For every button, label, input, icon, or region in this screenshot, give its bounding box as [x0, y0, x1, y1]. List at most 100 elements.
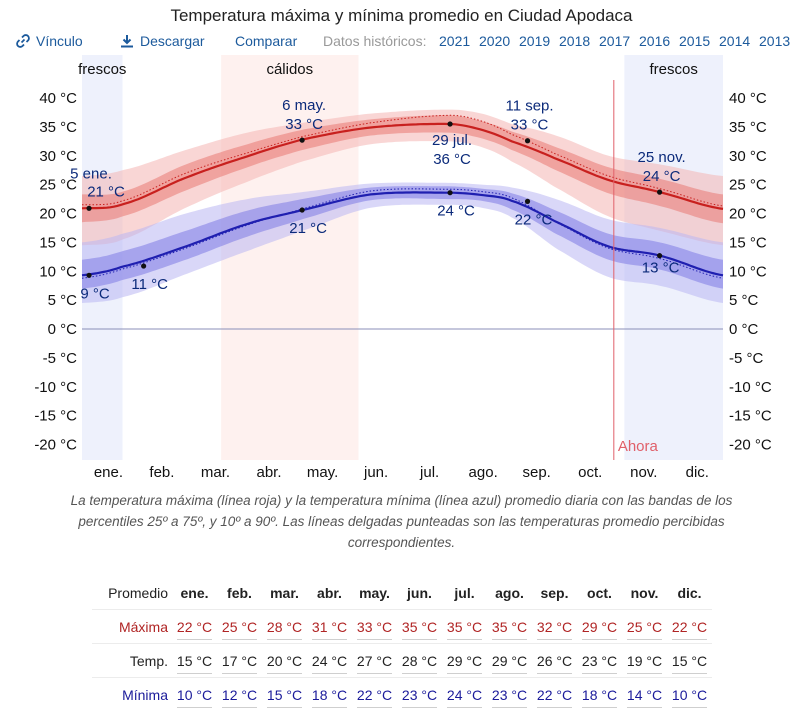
annotation-value: 36 °C [433, 151, 471, 168]
annotation-point [86, 272, 92, 278]
table-month-header: nov. [630, 584, 659, 601]
table-cell: 22 °C [667, 610, 712, 644]
y-tick-label-right: 25 °C [729, 177, 767, 194]
table-month-header: sep. [540, 584, 569, 601]
year-2020-link[interactable]: 2020 [479, 33, 511, 49]
table-cell: 15 °C [172, 644, 217, 678]
y-tick-label-left: -15 °C [34, 408, 77, 425]
link-icon [16, 34, 30, 51]
annotation-value: 33 °C [511, 117, 549, 134]
y-tick-label-left: 0 °C [48, 321, 78, 338]
table-cell: 28 °C [262, 610, 307, 644]
annotation-point [657, 189, 663, 195]
table-month-header: abr. [317, 584, 342, 601]
table-month-header: oct. [587, 584, 612, 601]
annotation-value: 11 °C [131, 276, 168, 293]
y-tick-label-left: 10 °C [39, 263, 77, 280]
table-cell: 33 °C [352, 610, 397, 644]
year-2019-link[interactable]: 2019 [519, 33, 551, 49]
table-cell: 28 °C [397, 644, 442, 678]
link-label: Vínculo [36, 33, 83, 49]
y-tick-label-right: -15 °C [729, 408, 772, 425]
table-month-header: mar. [270, 584, 299, 601]
table-row-label: Mínima [122, 686, 168, 703]
annotation-date: 11 sep. [505, 98, 553, 115]
x-month-label: nov. [630, 464, 657, 481]
season-label: cálidos [266, 61, 313, 78]
annotation-value: 13 °C [642, 260, 680, 277]
max-temperature-line [81, 122, 724, 210]
compare-button[interactable]: Comparar [235, 33, 298, 49]
x-month-label: mar. [201, 464, 230, 481]
y-tick-label-left: 40 °C [39, 90, 77, 107]
now-marker: Ahora [613, 80, 659, 460]
table-header-label: Promedio [108, 584, 168, 601]
y-tick-label-left: 20 °C [39, 206, 77, 223]
year-2017-link[interactable]: 2017 [599, 33, 631, 49]
x-month-label: jul. [419, 464, 439, 481]
y-tick-label-right: -5 °C [729, 350, 764, 367]
monthly-summary-table: Promedio ene. feb. mar. abr. may. jun. j… [92, 576, 712, 711]
table-cell: 25 °C [217, 610, 262, 644]
table-cell: 10 °C [172, 678, 217, 712]
year-2015-link[interactable]: 2015 [679, 33, 711, 49]
y-tick-label-left: 25 °C [39, 177, 77, 194]
year-2018-link[interactable]: 2018 [559, 33, 591, 49]
annotation-point [524, 198, 531, 204]
table-cell: 29 °C [487, 644, 532, 678]
table-cell: 12 °C [217, 678, 262, 712]
table-cell: 17 °C [217, 644, 262, 678]
table-cell: 23 °C [487, 678, 532, 712]
x-month-label: abr. [257, 464, 282, 481]
download-icon [120, 34, 134, 51]
annotation-date: 6 may. [282, 97, 326, 114]
annotation-value: 21 °C [289, 220, 327, 237]
percentile-10-90-band [82, 109, 723, 246]
y-tick-label-right: 20 °C [729, 206, 767, 223]
annotation-point [141, 263, 147, 269]
table-cell: 18 °C [577, 678, 622, 712]
table-month-header: may. [359, 584, 390, 601]
link-button[interactable]: Vínculo [16, 33, 83, 51]
table-cell: 31 °C [307, 610, 352, 644]
table-row-max: Máxima 22 °C 25 °C 28 °C 31 °C 33 °C 35 °C 35 °… [92, 609, 712, 644]
table-cell: 35 °C [487, 610, 532, 644]
year-2013-link[interactable]: 2013 [759, 33, 791, 49]
table-month-header: ago. [495, 584, 524, 601]
table-header-row: Promedio ene. feb. mar. abr. may. jun. j… [92, 576, 712, 610]
annotation-date: 5 ene. [70, 165, 112, 182]
table-cell: 20 °C [262, 644, 307, 678]
year-2021-link[interactable]: 2021 [439, 33, 471, 49]
annotation-point [524, 138, 531, 144]
table-cell: 15 °C [262, 678, 307, 712]
table-cell: 29 °C [577, 610, 622, 644]
table-cell: 22 °C [352, 678, 397, 712]
temperature-chart: frescos cálidos frescos Ahora 40 °C 40 °C 35… [34, 55, 772, 481]
table-cell: 10 °C [667, 678, 712, 712]
download-label: Descargar [140, 33, 205, 49]
season-label: frescos [650, 61, 698, 78]
annotation-point [86, 205, 92, 211]
annotation-point [447, 121, 453, 127]
table-cell: 27 °C [352, 644, 397, 678]
download-button[interactable]: Descargar [120, 33, 205, 51]
year-2016-link[interactable]: 2016 [639, 33, 671, 49]
table-cell: 18 °C [307, 678, 352, 712]
table-month-header: dic. [677, 584, 702, 601]
table-cell: 25 °C [622, 610, 667, 644]
chart-caption: La temperatura máxima (línea roja) y la … [70, 493, 733, 550]
x-month-label: feb. [149, 464, 174, 481]
table-month-header: jul. [454, 584, 475, 601]
table-row-temp: Temp. 15 °C 17 °C 20 °C 24 °C 27 °C 28 °C 29 °C… [92, 643, 712, 678]
annotation-value: 22 °C [515, 211, 553, 228]
y-tick-label-right: 35 °C [729, 119, 767, 136]
annotation-value: 21 °C [87, 183, 125, 200]
annotation-value: 33 °C [285, 116, 323, 133]
table-row-min: Mínima 10 °C 12 °C 15 °C 18 °C 22 °C 23 °C 24 °… [92, 677, 712, 712]
season-label: frescos [78, 61, 126, 78]
annotation-date: 29 jul. [432, 132, 472, 149]
annotation-point [657, 253, 663, 259]
table-cell: 35 °C [397, 610, 442, 644]
y-tick-label-right: 40 °C [729, 90, 767, 107]
year-2014-link[interactable]: 2014 [719, 33, 751, 49]
